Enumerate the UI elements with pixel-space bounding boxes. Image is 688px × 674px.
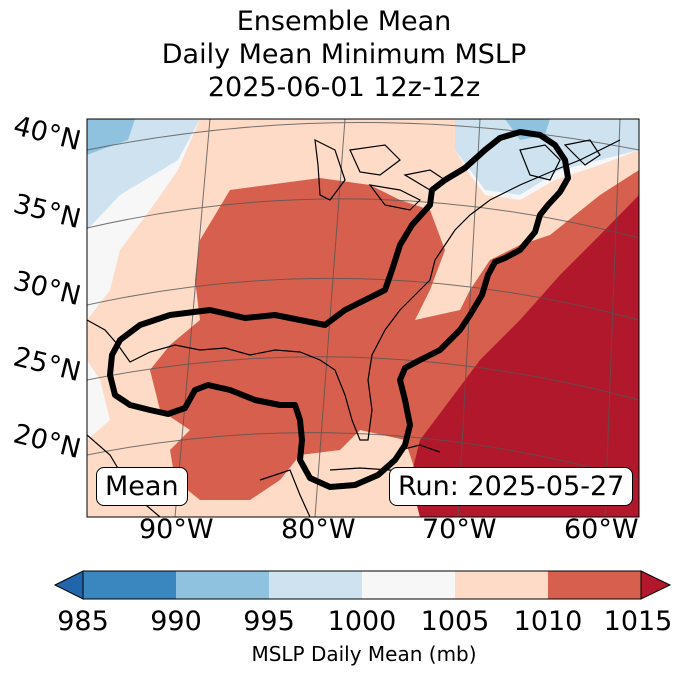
- lon-label-80: 80°W: [281, 514, 356, 545]
- mean-box: Mean: [96, 467, 188, 506]
- field-995-band: [87, 119, 200, 230]
- lon-label-90: 90°W: [139, 514, 214, 545]
- colorbar-tick-990: 990: [150, 606, 202, 637]
- colorbar-extend-min: [53, 570, 84, 600]
- colorbar-tick-1015: 1015: [603, 606, 673, 637]
- colorbar-tick-1000: 1000: [327, 606, 397, 637]
- title-line-3: 2025-06-01 12z-12z: [207, 72, 481, 103]
- title-line-1: Ensemble Mean: [236, 6, 452, 37]
- lon-label-60: 60°W: [564, 514, 639, 545]
- colorbar: [53, 570, 672, 600]
- field-990-patch: [87, 119, 135, 155]
- colorbar-tick-995: 995: [243, 606, 295, 637]
- colorbar-tick-985: 985: [57, 606, 109, 637]
- mean-contour: [107, 129, 571, 490]
- colorbar-seg-995: [269, 571, 362, 599]
- colorbar-seg-1005: [455, 571, 548, 599]
- colorbar-tick-1005: 1005: [420, 606, 490, 637]
- colorbar-extend-max: [640, 570, 672, 600]
- colorbar-seg-985: [83, 571, 176, 599]
- colorbar-seg-1010: [548, 571, 641, 599]
- colorbar-label: MSLP Daily Mean (mb): [251, 642, 477, 666]
- title-line-2: Daily Mean Minimum MSLP: [161, 39, 527, 70]
- run-box: Run: 2025-05-27: [389, 467, 634, 506]
- map-area: [87, 119, 639, 517]
- field-1015: [410, 195, 639, 517]
- map-frame: [86, 118, 640, 518]
- colorbar-seg-990: [176, 571, 269, 599]
- colorbar-tick-1010: 1010: [513, 606, 583, 637]
- colorbar-seg-1000: [362, 571, 455, 599]
- lon-label-70: 70°W: [422, 514, 497, 545]
